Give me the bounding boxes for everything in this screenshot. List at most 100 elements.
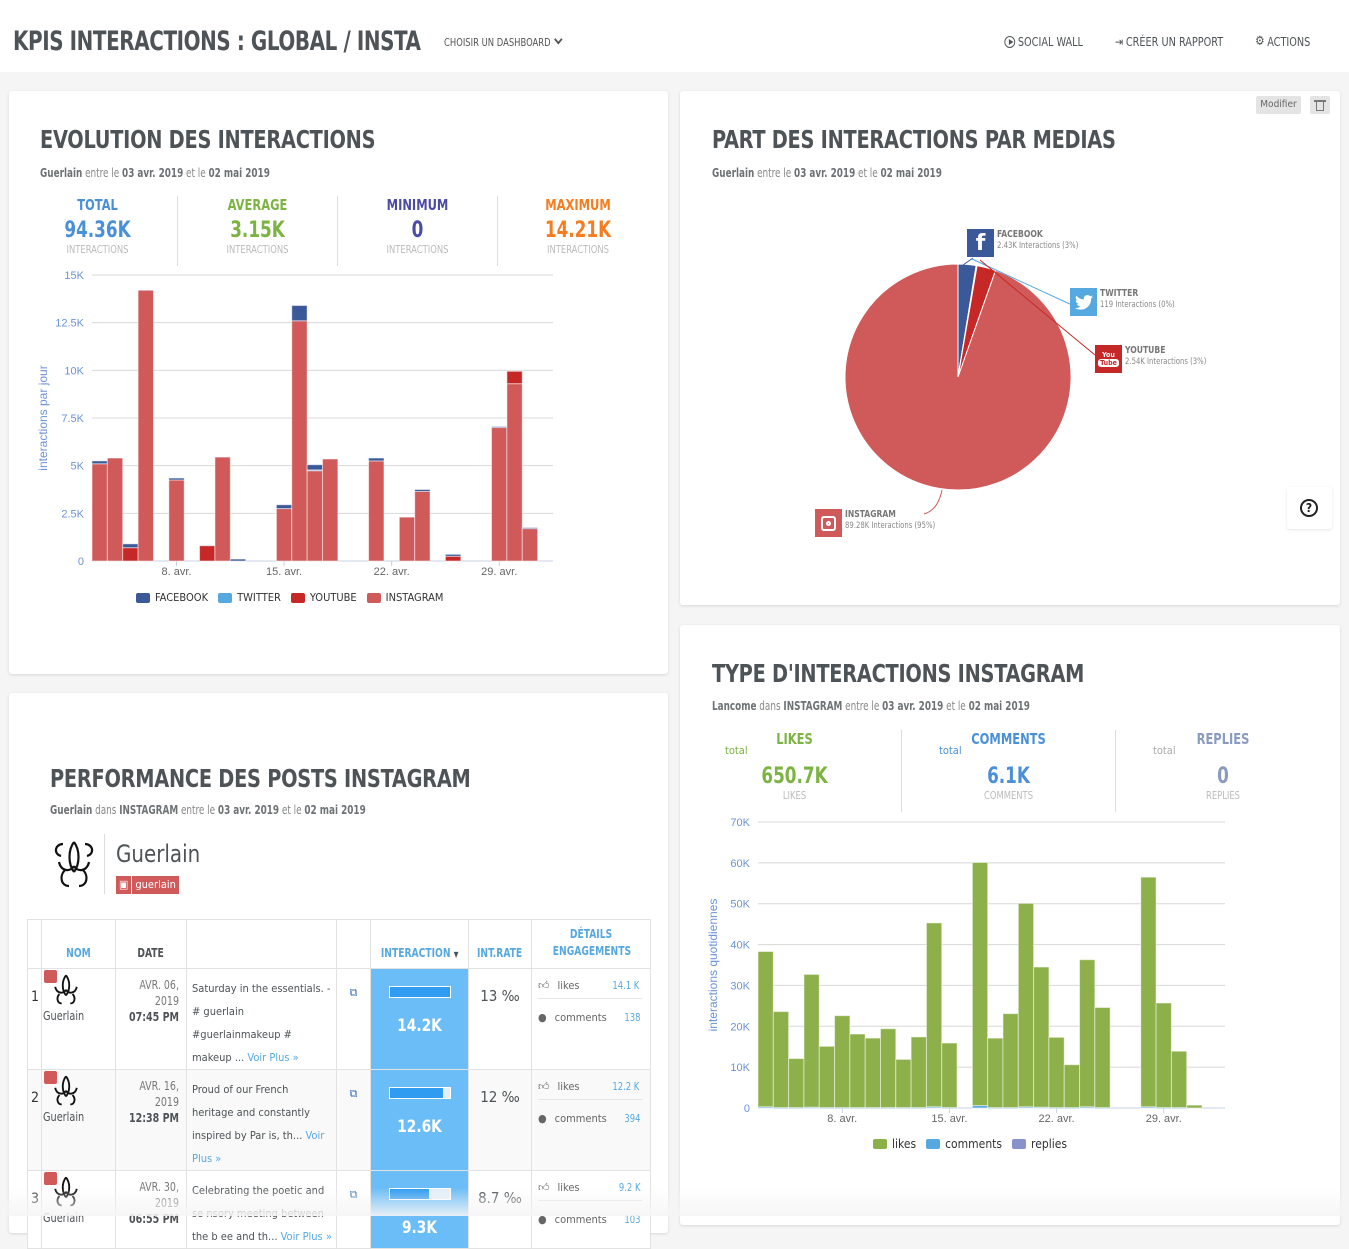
likes-value: 9.2 K — [618, 1181, 641, 1194]
create-report-button[interactable]: ⇥ CRÉER UN RAPPORT — [1115, 35, 1223, 49]
kpi-average: AVERAGE 3.15K INTERACTIONS — [178, 196, 338, 266]
y-tick-label: 0 — [78, 556, 84, 568]
col-link — [336, 919, 371, 969]
pie-label-detail: 2.43K Interactions (3%) — [997, 241, 1079, 251]
bar-facebook — [444, 553, 462, 557]
pie-label-name: INSTAGRAM — [845, 509, 896, 520]
legend-twitter[interactable]: TWITTER — [218, 591, 281, 604]
comment-icon: ● — [538, 1010, 547, 1024]
bar-likes — [1079, 959, 1096, 1108]
col-nom[interactable]: NOM — [41, 919, 116, 969]
sub-text: et le — [186, 166, 206, 180]
post-int-rate: 12 ‰ — [468, 1069, 532, 1171]
see-more-link[interactable]: Voir Plus » — [280, 1230, 332, 1243]
legend-label: replies — [1031, 1137, 1067, 1151]
bar-facebook — [306, 464, 323, 471]
bar-likes — [849, 1033, 866, 1109]
kpi-value: 6.1K — [987, 764, 1030, 789]
post-rank: 2 — [27, 1069, 42, 1171]
post-author[interactable]: Guerlain — [41, 1069, 116, 1171]
external-link-icon: ⧉ — [349, 1087, 358, 1100]
comments-value: 103 — [624, 1212, 641, 1226]
bar-instagram — [137, 289, 154, 562]
y-tick-label: 2.5K — [61, 508, 84, 520]
legend-likes[interactable]: likes — [873, 1137, 916, 1151]
medias-title: PART DES INTERACTIONS PAR MEDIAS — [712, 125, 1116, 154]
col-int-rate[interactable]: INT.RATE — [468, 919, 532, 969]
thumbs-up-icon: 👍︎ — [538, 1080, 550, 1093]
table-row[interactable]: 1 Guerlain AVR. 06, 2019 07:45 PM Saturday in… — [27, 968, 651, 1070]
actions-button[interactable]: ⚙ ACTIONS — [1255, 35, 1310, 49]
posts-subtitle: Guerlain dans INSTAGRAM entre le 03 avr.… — [50, 803, 366, 817]
interaction-bar-fill — [390, 987, 450, 997]
post-author[interactable]: Guerlain — [41, 1170, 116, 1249]
kpi-value: 14.21K — [544, 218, 612, 243]
bar-youtube — [199, 545, 216, 562]
end-date: 02 mai 2019 — [968, 699, 1030, 713]
dashboard-select[interactable]: CHOISIR UN DASHBOARD — [444, 34, 563, 49]
bar-instagram — [322, 458, 339, 562]
bar-instagram — [398, 516, 416, 562]
types-title: TYPE D'INTERACTIONS INSTAGRAM — [712, 659, 1085, 688]
pie-label-detail: 119 Interactions (0%) — [1100, 300, 1175, 310]
legend-swatch — [290, 592, 305, 603]
bar-likes — [834, 1015, 851, 1109]
see-more-link[interactable]: Voir Plus » — [192, 1129, 325, 1165]
external-link-icon: ⧉ — [349, 986, 358, 999]
help-button[interactable]: ? — [1287, 487, 1332, 529]
open-post-link[interactable]: ⧉ — [336, 968, 371, 1070]
kpi-label: AVERAGE — [227, 196, 288, 214]
bar-instagram — [491, 427, 508, 562]
open-post-link[interactable]: ⧉ — [336, 1170, 371, 1249]
bar-likes — [925, 922, 943, 1108]
interaction-bar — [389, 1087, 451, 1099]
y-tick-label: 15K — [64, 270, 84, 282]
sub-text: dans — [759, 699, 781, 713]
bar-likes — [1155, 1002, 1172, 1109]
delete-button[interactable] — [1310, 96, 1330, 114]
interaction-bar — [389, 986, 451, 998]
profile-name: Guerlain — [116, 840, 201, 868]
table-row[interactable]: 2 Guerlain AVR. 16, 2019 12:38 PM Proud of ou… — [27, 1069, 651, 1171]
y-tick-label: 5K — [71, 461, 85, 473]
kpi-label: TOTAL — [77, 196, 118, 214]
end-date: 02 mai 2019 — [208, 166, 270, 180]
open-post-link[interactable]: ⧉ — [336, 1069, 371, 1171]
bar-likes — [864, 1037, 881, 1109]
likes-value: 14.1 K — [612, 979, 640, 992]
table-row[interactable]: 3 Guerlain AVR. 30, 2019 06:55 PM Celebrating… — [27, 1170, 651, 1249]
medias-pie-chart — [844, 257, 1096, 515]
y-tick-label: 70K — [730, 817, 750, 829]
modify-button[interactable]: Modifier — [1256, 96, 1301, 114]
comments-value: 394 — [624, 1111, 641, 1125]
trash-icon — [1314, 100, 1326, 102]
chevron-down-icon — [554, 34, 563, 45]
interaction-bar-fill — [390, 1088, 444, 1098]
bar-likes — [1170, 1050, 1188, 1109]
legend-swatch — [218, 592, 233, 603]
profile-handle-tag[interactable]: ▣ guerlain — [116, 876, 179, 894]
question-icon: ? — [1300, 499, 1318, 517]
legend-comments[interactable]: comments — [926, 1137, 1002, 1151]
guerlain-logo — [49, 834, 105, 894]
end-date: 02 mai 2019 — [880, 166, 942, 180]
post-author[interactable]: Guerlain — [41, 968, 116, 1070]
legend-youtube[interactable]: YOUTUBE — [290, 591, 357, 604]
start-date: 03 avr. 2019 — [882, 699, 944, 713]
col-date[interactable]: DATE — [115, 919, 187, 969]
col-interaction[interactable]: INTERACTION ▼ — [370, 919, 469, 969]
legend-instagram[interactable]: INSTAGRAM — [366, 591, 443, 604]
bar-facebook — [122, 543, 139, 549]
bar-likes — [1033, 966, 1050, 1108]
legend-facebook[interactable]: FACEBOOK — [136, 591, 208, 604]
social-wall-button[interactable]: SOCIAL WALL — [1004, 35, 1083, 49]
bar-likes — [803, 973, 820, 1108]
bar-youtube — [506, 370, 523, 385]
kpi-total: TOTAL 94.36K INTERACTIONS — [18, 196, 178, 266]
kpi-value: 3.15K — [230, 218, 285, 243]
youtube-icon: You Tube — [1095, 345, 1122, 373]
bar-likes — [757, 951, 774, 1108]
sub-text: entre le — [845, 699, 880, 713]
see-more-link[interactable]: Voir Plus » — [247, 1051, 299, 1064]
legend-replies[interactable]: replies — [1012, 1137, 1067, 1151]
